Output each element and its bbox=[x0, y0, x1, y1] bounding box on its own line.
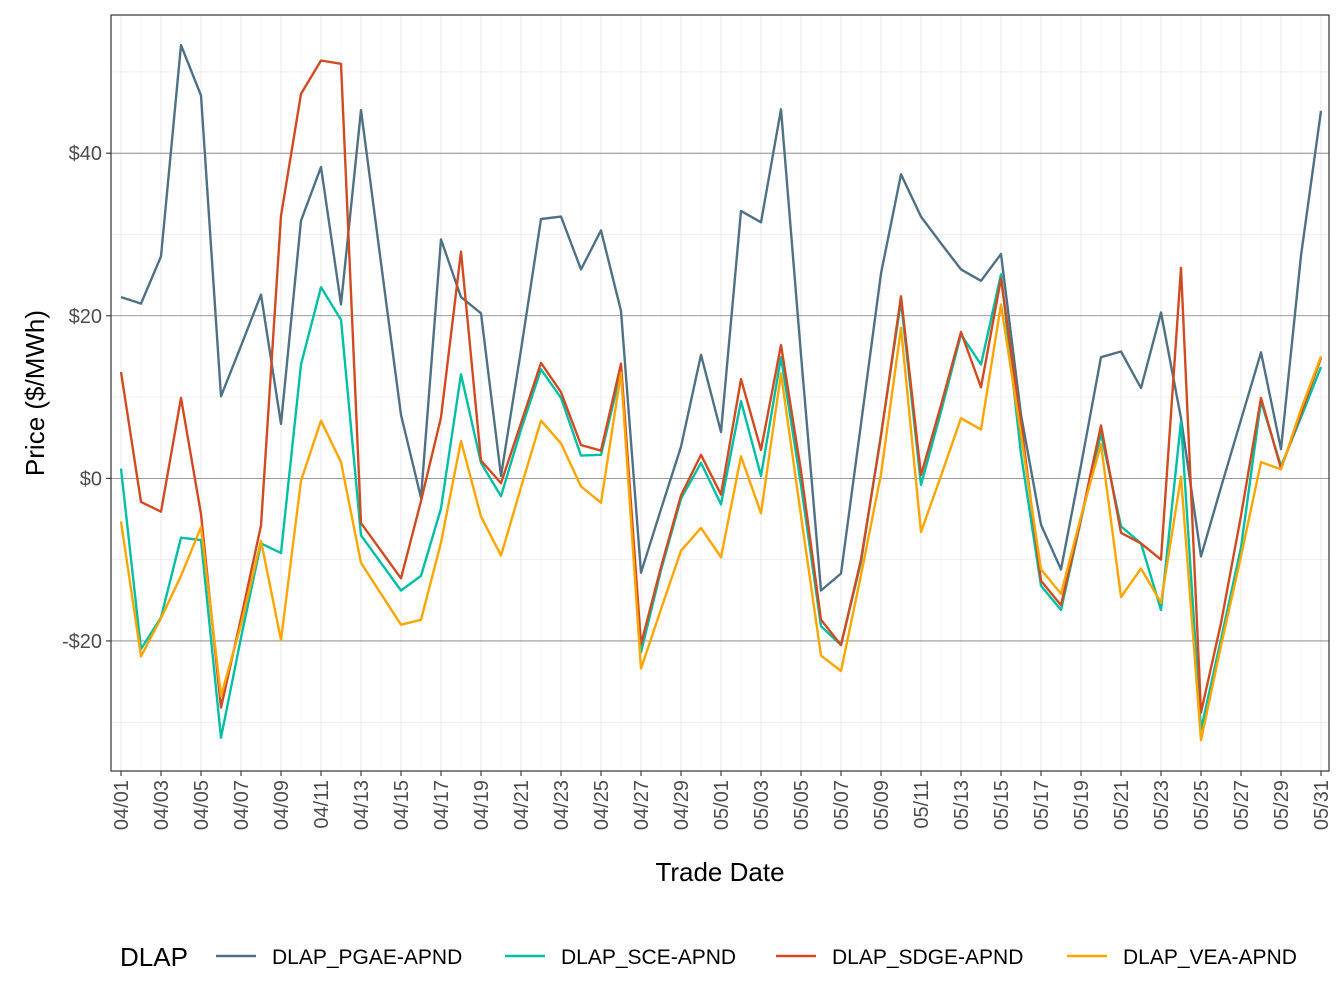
x-tick-label: 05/27 bbox=[1231, 780, 1253, 830]
x-tick-label: 05/31 bbox=[1311, 780, 1333, 830]
x-tick-label: 04/27 bbox=[631, 780, 653, 830]
x-tick-label: 04/17 bbox=[431, 780, 453, 830]
legend-label: DLAP_PGAE-APND bbox=[272, 946, 462, 969]
y-tick-label: $20 bbox=[69, 306, 102, 328]
x-tick-label: 05/15 bbox=[991, 780, 1013, 830]
x-tick-label: 04/07 bbox=[231, 780, 253, 830]
x-tick-label: 04/15 bbox=[391, 780, 413, 830]
x-tick-label: 05/11 bbox=[911, 780, 933, 829]
series-line-dlap-sdge-apnd bbox=[119, 59, 1323, 714]
x-tick-label: 04/21 bbox=[511, 780, 533, 830]
legend: DLAP DLAP_PGAE-APND DLAP_SCE-APND DLAP_SDG… bbox=[120, 942, 1297, 972]
x-tick-label: 05/17 bbox=[1031, 780, 1053, 830]
series-line-dlap-pgae-apnd bbox=[120, 43, 1323, 592]
x-tick-label: 05/01 bbox=[711, 780, 733, 830]
x-axis-title: Trade Date bbox=[655, 857, 784, 887]
plot-panel bbox=[111, 15, 1329, 771]
series-lines bbox=[119, 43, 1323, 742]
x-tick-label: 05/13 bbox=[951, 780, 973, 830]
y-axis: -$20 $0 $20 $40 bbox=[62, 143, 111, 653]
x-tick-label: 05/05 bbox=[791, 780, 813, 830]
x-tick-label: 05/07 bbox=[831, 780, 853, 830]
x-tick-label: 04/03 bbox=[151, 780, 173, 830]
x-tick-label: 04/09 bbox=[271, 780, 293, 830]
legend-label: DLAP_SDGE-APND bbox=[832, 946, 1023, 969]
plot-border bbox=[110, 14, 1330, 772]
y-tick-label: $40 bbox=[69, 143, 102, 165]
x-tick-label: 04/25 bbox=[591, 780, 613, 830]
x-tick-label: 05/29 bbox=[1271, 780, 1293, 830]
x-tick-label: 05/19 bbox=[1071, 780, 1093, 830]
x-tick-label: 05/09 bbox=[871, 780, 893, 830]
grid-minor bbox=[111, 15, 1329, 771]
x-tick-label: 05/03 bbox=[751, 780, 773, 830]
x-tick-label: 05/25 bbox=[1191, 780, 1213, 830]
x-tick-label: 05/23 bbox=[1151, 780, 1173, 830]
x-tick-label: 04/01 bbox=[111, 780, 133, 830]
x-tick-label: 04/13 bbox=[351, 780, 373, 830]
series-line-dlap-vea-apnd bbox=[119, 303, 1323, 742]
legend-title: DLAP bbox=[120, 942, 188, 972]
x-tick-label: 04/29 bbox=[671, 780, 693, 830]
x-tick-label: 04/05 bbox=[191, 780, 213, 830]
legend-label: DLAP_VEA-APND bbox=[1123, 946, 1297, 969]
y-axis-title: Price ($/MWh) bbox=[20, 310, 50, 476]
x-axis: 04/01 04/03 04/05 04/07 04/09 04/11 04/13 04/15… bbox=[111, 771, 1333, 830]
legend-label: DLAP_SCE-APND bbox=[561, 946, 736, 969]
x-tick-label: 04/23 bbox=[551, 780, 573, 830]
x-tick-label: 05/21 bbox=[1111, 780, 1133, 830]
x-tick-label: 04/11 bbox=[311, 780, 333, 829]
x-tick-label: 04/19 bbox=[471, 780, 493, 830]
y-tick-label: -$20 bbox=[62, 631, 102, 653]
y-tick-label: $0 bbox=[80, 468, 102, 490]
